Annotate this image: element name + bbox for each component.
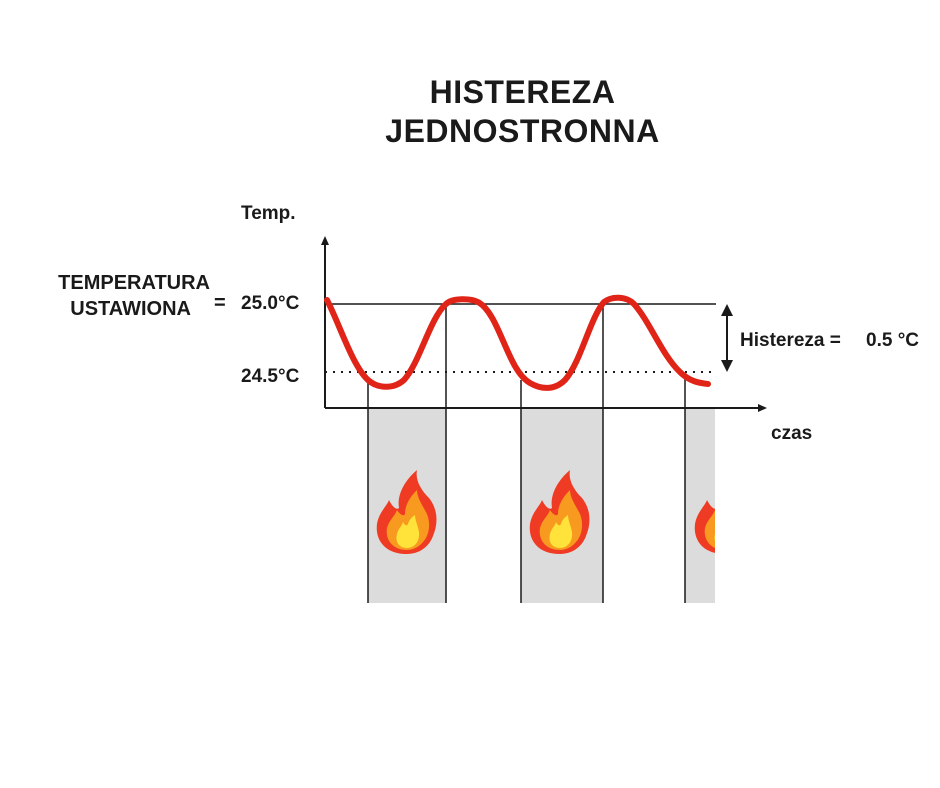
heating-band-3 bbox=[685, 408, 715, 603]
setpoint-label-line1: TEMPERATURA bbox=[58, 272, 210, 294]
hysteresis-label: Histereza = bbox=[740, 330, 841, 351]
diagram-title-line1: HISTEREZA bbox=[429, 74, 616, 110]
flame-icon-clipped bbox=[694, 500, 715, 553]
setpoint-value: 25.0°C bbox=[241, 293, 300, 314]
temperature-curve bbox=[324, 294, 711, 391]
diagram-title-line2: JEDNOSTRONNA bbox=[385, 113, 660, 149]
x-axis-label: czas bbox=[771, 423, 813, 444]
hysteresis-value: 0.5 °C bbox=[866, 330, 920, 351]
setpoint-label-line2: USTAWIONA bbox=[70, 298, 191, 320]
flame-icon bbox=[376, 470, 437, 554]
lower-threshold-value: 24.5°C bbox=[241, 366, 300, 387]
setpoint-equals: = bbox=[214, 292, 226, 314]
hysteresis-arrow-top bbox=[721, 304, 733, 316]
hysteresis-arrow-bottom bbox=[721, 360, 733, 372]
flame-icon bbox=[529, 470, 590, 554]
y-axis-label: Temp. bbox=[241, 203, 296, 224]
